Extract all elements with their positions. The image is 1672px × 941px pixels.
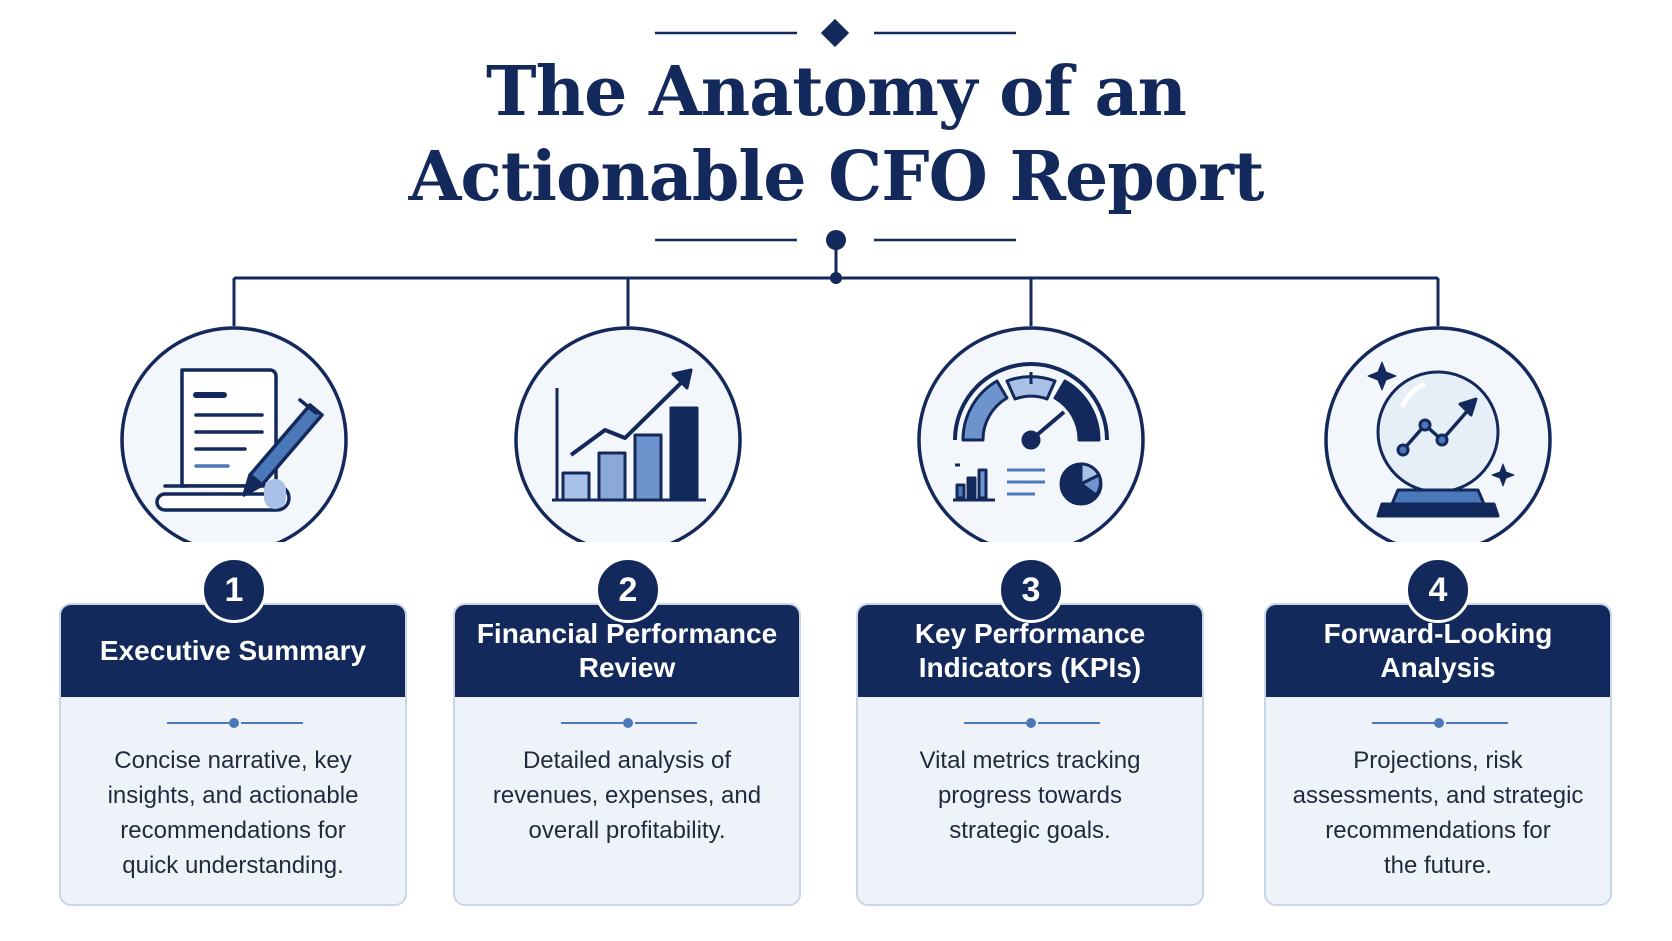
card-description-line: progress towards (937, 782, 1123, 809)
gauge-dashboard-icon (953, 362, 1109, 506)
card-description: Vital metrics tracking progress towards … (858, 743, 1202, 848)
junction-dot (830, 272, 842, 284)
card-description-line: recommendations for (120, 817, 346, 844)
card-description: Detailed analysis of revenues, expenses,… (455, 743, 799, 848)
card-divider (61, 718, 405, 728)
page-title-line-1: The Anatomy of an (486, 52, 1187, 132)
card-title-line: Executive Summary (99, 635, 367, 666)
step-number-badge-3: 3 (998, 557, 1064, 623)
card-description-line: insights, and actionable (107, 782, 359, 809)
card-title-line: Financial Performance (476, 618, 778, 649)
divider-mask (0, 542, 1672, 554)
bar-chart-trend-icon (552, 368, 706, 502)
card-description-line: assessments, and strategic (1292, 782, 1584, 809)
card-title-line: Analysis (1380, 652, 1496, 683)
card-description-line: recommendations for (1325, 817, 1551, 844)
card-title: Financial Performance Review (455, 605, 799, 697)
card-description-line: Vital metrics tracking (919, 747, 1141, 774)
card-description-line: Detailed analysis of (522, 747, 732, 774)
card-title-line: Review (578, 652, 676, 683)
card-description-line: strategic goals. (949, 817, 1111, 844)
card-description-line: quick understanding. (122, 852, 344, 879)
card-title-line: Key Performance (914, 618, 1146, 649)
card-divider (1266, 718, 1610, 728)
page-title-line-2: Actionable CFO Report (408, 137, 1265, 217)
card-description: Concise narrative, key insights, and act… (61, 743, 405, 883)
card-description-line: overall profitability. (528, 817, 726, 844)
crystal-ball-icon (1367, 361, 1515, 518)
card-divider (858, 718, 1202, 728)
card-description-line: the future. (1383, 852, 1493, 879)
icon-circle-2 (514, 326, 742, 554)
step-number-badge-1: 1 (201, 557, 267, 623)
card-description-line: Projections, risk (1353, 747, 1523, 774)
card-description: Projections, risk assessments, and strat… (1266, 743, 1610, 883)
step-number-badge-4: 4 (1405, 557, 1471, 623)
card-title-line: Forward-Looking (1323, 618, 1553, 649)
section-card-kpis: Key Performance Indicators (KPIs) Vital … (856, 603, 1204, 906)
step-number-badge-2: 2 (595, 557, 661, 623)
document-pen-icon (155, 368, 324, 512)
card-description-line: Concise narrative, key (114, 747, 352, 774)
top-ornament (655, 18, 1016, 48)
section-card-executive-summary: Executive Summary Concise narrative, key… (59, 603, 407, 906)
card-description-line: revenues, expenses, and (492, 782, 762, 809)
card-divider (455, 718, 799, 728)
card-title-line: Indicators (KPIs) (918, 652, 1142, 683)
